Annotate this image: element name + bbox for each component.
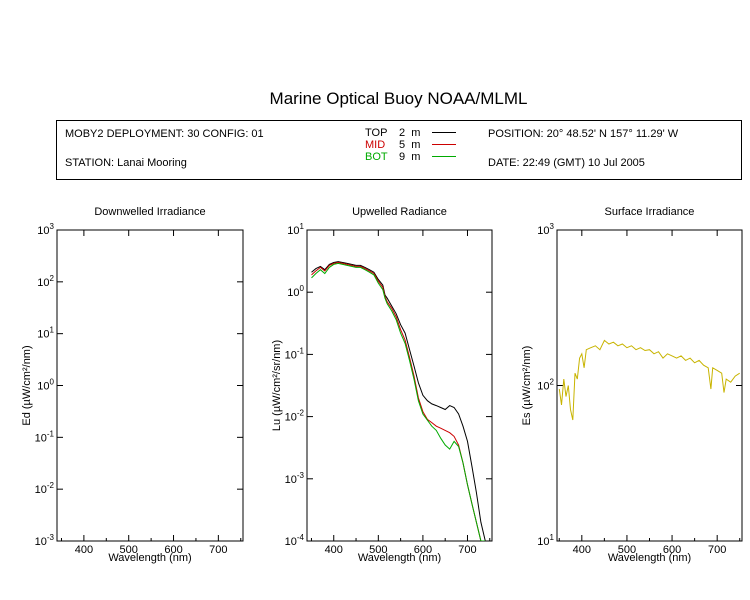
x-tick-label: 600 xyxy=(164,544,182,556)
deployment-text: MOBY2 DEPLOYMENT: 30 CONFIG: 01 xyxy=(65,128,264,140)
y-tick-label: 103 xyxy=(37,222,54,237)
y-tick-label: 10-1 xyxy=(35,429,55,444)
series-line-mid xyxy=(311,261,486,541)
legend-depth: 5 m xyxy=(399,139,421,151)
y-tick-label: 103 xyxy=(537,222,554,237)
y-axis-label: Ed (µW/cm²/nm) xyxy=(21,345,33,425)
y-tick-label: 101 xyxy=(537,533,554,548)
y-tick-label: 100 xyxy=(287,284,304,299)
chart-title: Upwelled Radiance xyxy=(352,206,447,218)
legend-swatch xyxy=(432,144,456,145)
y-tick-label: 10-1 xyxy=(285,346,305,361)
chart-title: Downwelled Irradiance xyxy=(94,206,205,218)
x-tick-label: 500 xyxy=(369,544,387,556)
series-line-top xyxy=(311,261,486,541)
chart-title: Surface Irradiance xyxy=(605,206,695,218)
x-axis-label: Wavelength (nm) xyxy=(108,552,191,564)
legend-item-top: TOP 2 m xyxy=(365,127,475,139)
plot-frame xyxy=(56,229,244,542)
page-title: Marine Optical Buoy NOAA/MLML xyxy=(269,89,528,108)
legend-label: MID xyxy=(365,139,386,151)
x-tick-label: 600 xyxy=(663,544,681,556)
legend-item-mid: MID 5 m xyxy=(365,139,475,151)
y-tick-label: 10-2 xyxy=(35,481,55,496)
y-tick-label: 102 xyxy=(37,274,54,289)
x-tick-label: 700 xyxy=(458,544,476,556)
downwelled-irradiance-chart: Downwelled Irradiance 400 500 600 700 Wavelen… xyxy=(21,206,244,564)
x-tick-label: 700 xyxy=(708,544,726,556)
upwelled-radiance-chart: Upwelled Radiance 400 500 600 700 Wavelength … xyxy=(271,206,493,564)
x-axis-label: Wavelength (nm) xyxy=(608,552,691,564)
plot-frame xyxy=(556,229,743,542)
series-line-es xyxy=(558,339,740,421)
y-tick-label: 10-3 xyxy=(35,533,55,548)
plot-frame xyxy=(306,229,493,542)
position-text: POSITION: 20° 48.52' N 157° 11.29' W xyxy=(488,128,679,140)
legend-depth: 2 m xyxy=(399,127,421,139)
y-tick-label: 10-2 xyxy=(285,409,305,424)
y-axis-label: Lu (µW/cm²/sr/nm) xyxy=(271,340,283,431)
y-tick-label: 100 xyxy=(37,378,54,393)
legend-depth: 9 m xyxy=(399,151,421,163)
y-tick-label: 10-3 xyxy=(285,471,305,486)
info-box: MOBY2 DEPLOYMENT: 30 CONFIG: 01 STATION:… xyxy=(56,120,742,180)
y-tick-label: 102 xyxy=(537,378,554,393)
x-tick-label: 400 xyxy=(325,544,343,556)
y-tick-label: 101 xyxy=(287,222,304,237)
x-tick-label: 700 xyxy=(209,544,227,556)
x-axis-label: Wavelength (nm) xyxy=(358,552,441,564)
surface-irradiance-chart: Surface Irradiance 400 500 600 700 Wavelength… xyxy=(521,206,743,564)
y-axis-label: Es (µW/cm²/nm) xyxy=(521,346,533,426)
y-tick-label: 101 xyxy=(37,326,54,341)
x-tick-label: 500 xyxy=(120,544,138,556)
legend-item-bot: BOT 9 m xyxy=(365,151,475,163)
y-tick-label: 10-4 xyxy=(285,533,305,548)
legend-label: TOP xyxy=(365,127,388,139)
legend-label: BOT xyxy=(365,151,388,163)
series-line-bot xyxy=(311,262,486,541)
x-tick-label: 600 xyxy=(414,544,432,556)
station-text: STATION: Lanai Mooring xyxy=(65,157,187,169)
legend-swatch xyxy=(432,156,456,157)
date-text: DATE: 22:49 (GMT) 10 Jul 2005 xyxy=(488,157,645,169)
x-tick-label: 500 xyxy=(618,544,636,556)
legend-swatch xyxy=(432,132,456,133)
x-tick-label: 400 xyxy=(573,544,591,556)
x-tick-label: 400 xyxy=(75,544,93,556)
